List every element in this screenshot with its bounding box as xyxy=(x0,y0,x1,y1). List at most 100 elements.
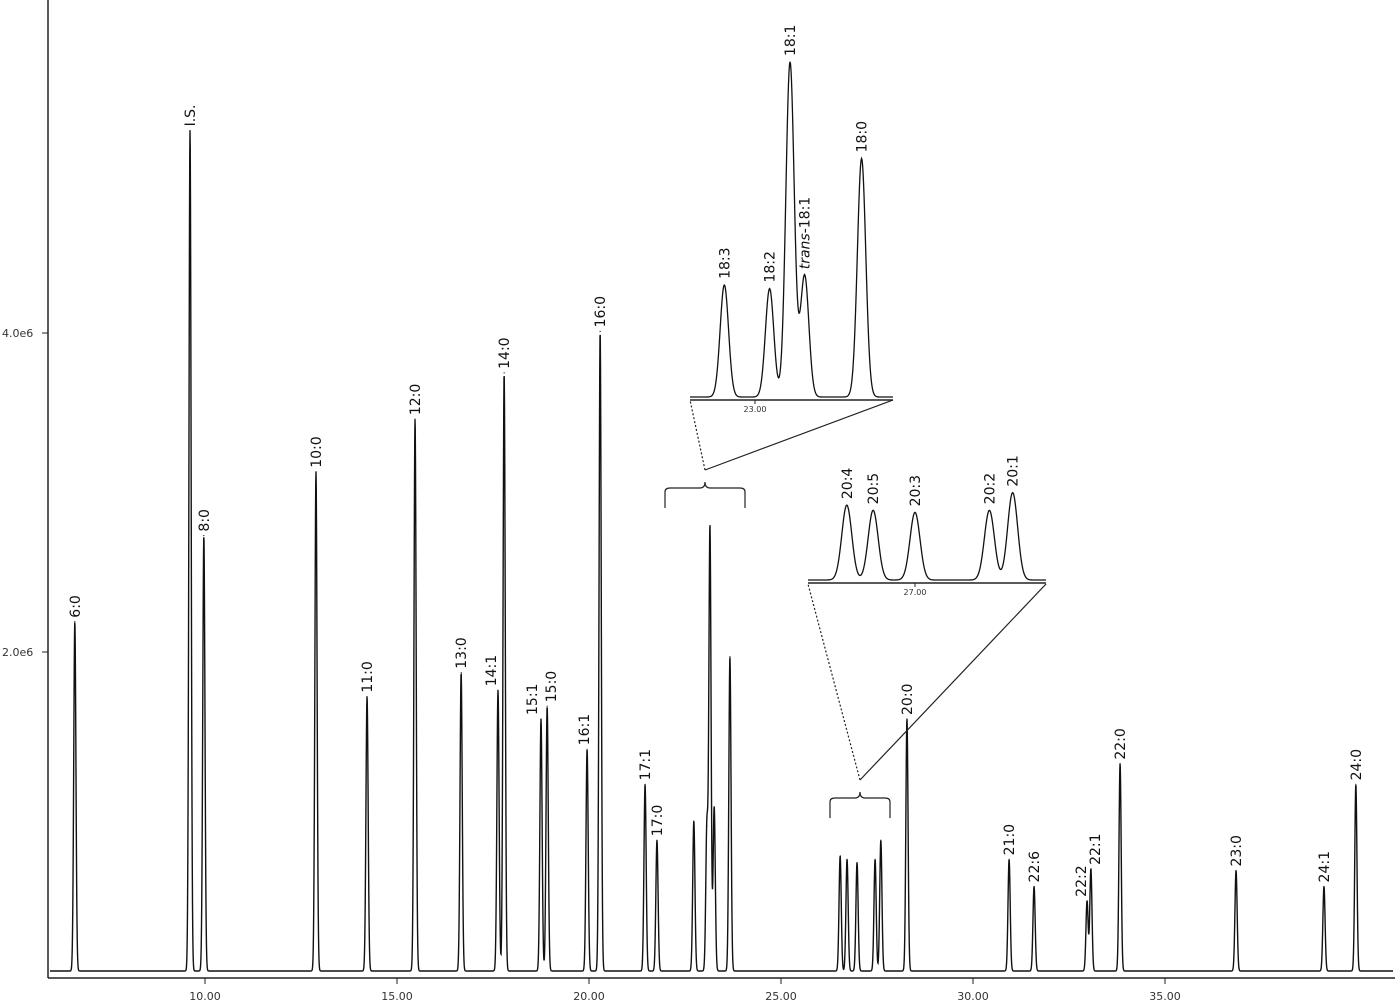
label-text: 18:3 xyxy=(717,247,733,278)
peak-apex xyxy=(709,526,711,529)
y-tick-label: 4.0e6 xyxy=(2,327,33,340)
label-text: 18:0 xyxy=(855,121,871,152)
connector-left xyxy=(689,399,706,471)
label-prefix: trans xyxy=(798,233,814,269)
peak-label: 10:0 xyxy=(309,436,325,467)
peak-label: 15:0 xyxy=(544,671,560,702)
label-text: 20:2 xyxy=(982,473,998,504)
label-text: -18:1 xyxy=(798,197,814,234)
label-text: 20:3 xyxy=(908,475,924,506)
peak-apex xyxy=(189,129,191,132)
label-text: 20:5 xyxy=(866,473,882,504)
x-tick-label: 35.00 xyxy=(1149,990,1181,1003)
peak-apex xyxy=(874,858,876,860)
inset-18-cluster: 23.00 18:3 18:2 18:1 trans-18:1 18:0 xyxy=(690,25,893,414)
peak-label: 22:1 xyxy=(1088,833,1104,864)
peak-apex xyxy=(839,855,841,857)
peak-apex xyxy=(414,418,416,420)
bracket-18 xyxy=(664,481,746,508)
peak-apex xyxy=(656,839,658,841)
peak-apex xyxy=(546,705,548,707)
inset-peak-label: 20:3 xyxy=(908,475,924,506)
peak-label: 23:0 xyxy=(1229,835,1245,866)
peak-apex xyxy=(729,656,731,658)
connector-right xyxy=(859,583,1047,781)
label-text: 20:1 xyxy=(1006,455,1022,486)
peak-apex xyxy=(846,858,848,860)
x-tick-label: 20.00 xyxy=(573,990,605,1003)
inset-peak-label: 18:0 xyxy=(855,121,871,152)
peak-apex xyxy=(713,806,715,808)
inset-peak-label: 18:1 xyxy=(783,25,799,56)
connector-right xyxy=(704,399,894,471)
bracket-20 xyxy=(829,791,891,818)
peak-label: 22:6 xyxy=(1027,851,1043,883)
x-tick-label: 30.00 xyxy=(957,990,989,1003)
inset-peak-label: 20:1 xyxy=(1006,455,1022,486)
peak-apex xyxy=(1119,763,1121,765)
label-text: 18:2 xyxy=(763,251,779,282)
inset-18-connector xyxy=(664,399,894,508)
peak-label: 16:1 xyxy=(577,714,593,745)
inset-peak-label: trans-18:1 xyxy=(798,197,814,270)
peak-apex xyxy=(1086,900,1088,902)
inset-peak-label: 20:5 xyxy=(866,473,882,504)
peak-label: 11:0 xyxy=(360,661,376,692)
peak-label: 14:1 xyxy=(484,655,500,686)
peak-apex xyxy=(1323,885,1325,888)
peak-label: 17:0 xyxy=(650,805,666,836)
peak-apex xyxy=(503,372,505,374)
inset-peak-label: 18:2 xyxy=(763,251,779,282)
peak-apex xyxy=(906,718,908,720)
peak-apex xyxy=(366,696,368,698)
inset-peak-label: 20:2 xyxy=(982,473,998,504)
peak-label: 8:0 xyxy=(197,509,213,532)
chromatogram-trace xyxy=(50,130,1393,972)
x-ticks: 10.00 15.00 20.00 25.00 30.00 35.00 xyxy=(189,978,1181,1003)
peak-apex xyxy=(706,825,708,827)
inset-trace xyxy=(808,491,1046,581)
peak-label: 24:0 xyxy=(1349,749,1365,780)
peak-labels: 6:0 I.S. 8:0 10:0 11:0 12:0 13:0 14:1 14:0 15:1 15… xyxy=(68,105,1365,897)
peak-label: 22:2 xyxy=(1074,865,1090,896)
peak-apex xyxy=(1008,858,1010,860)
y-ticks: 2.0e6 4.0e6 xyxy=(2,327,48,659)
inset-peak-label: 20:4 xyxy=(840,468,856,500)
label-text: 20:4 xyxy=(840,468,856,500)
peak-label: 24:1 xyxy=(1317,851,1333,882)
peak-apex xyxy=(599,330,601,333)
peak-label: 14:0 xyxy=(497,337,513,368)
inset-trace xyxy=(690,61,893,398)
peak-apex xyxy=(1355,783,1357,785)
peak-marks xyxy=(74,129,1357,902)
peak-apex xyxy=(74,621,76,623)
peak-label: 12:0 xyxy=(408,384,424,415)
peak-apex xyxy=(1090,868,1092,870)
peak-apex xyxy=(497,689,499,691)
label-text: 18:1 xyxy=(783,25,799,56)
peak-apex xyxy=(586,748,588,750)
peak-label: 21:0 xyxy=(1002,824,1018,855)
peak-label: 13:0 xyxy=(454,637,470,668)
peak-apex xyxy=(693,820,695,822)
peak-apex xyxy=(460,672,462,674)
peak-label: 16:0 xyxy=(593,296,609,327)
inset-20-connector xyxy=(807,583,1047,818)
x-tick-label: 10.00 xyxy=(189,990,221,1003)
peak-label: 20:0 xyxy=(900,684,916,715)
inset-tick-label: 27.00 xyxy=(904,588,927,597)
peak-apex xyxy=(644,783,646,785)
inset-20-cluster: 27.00 20:4 20:5 20:3 20:2 20:1 xyxy=(808,455,1046,597)
inset-tick-label: 23.00 xyxy=(744,405,767,414)
peak-apex xyxy=(880,839,882,841)
x-tick-label: 15.00 xyxy=(381,990,413,1003)
peak-apex xyxy=(540,718,542,720)
peak-label: 22:0 xyxy=(1113,728,1129,759)
peak-label: 15:1 xyxy=(525,684,541,715)
peak-apex xyxy=(856,861,858,864)
inset-peak-label: 18:3 xyxy=(717,247,733,278)
peak-label: I.S. xyxy=(183,105,199,127)
peak-label: 17:1 xyxy=(638,749,654,780)
peak-apex xyxy=(315,471,317,473)
connector-left xyxy=(807,583,861,781)
